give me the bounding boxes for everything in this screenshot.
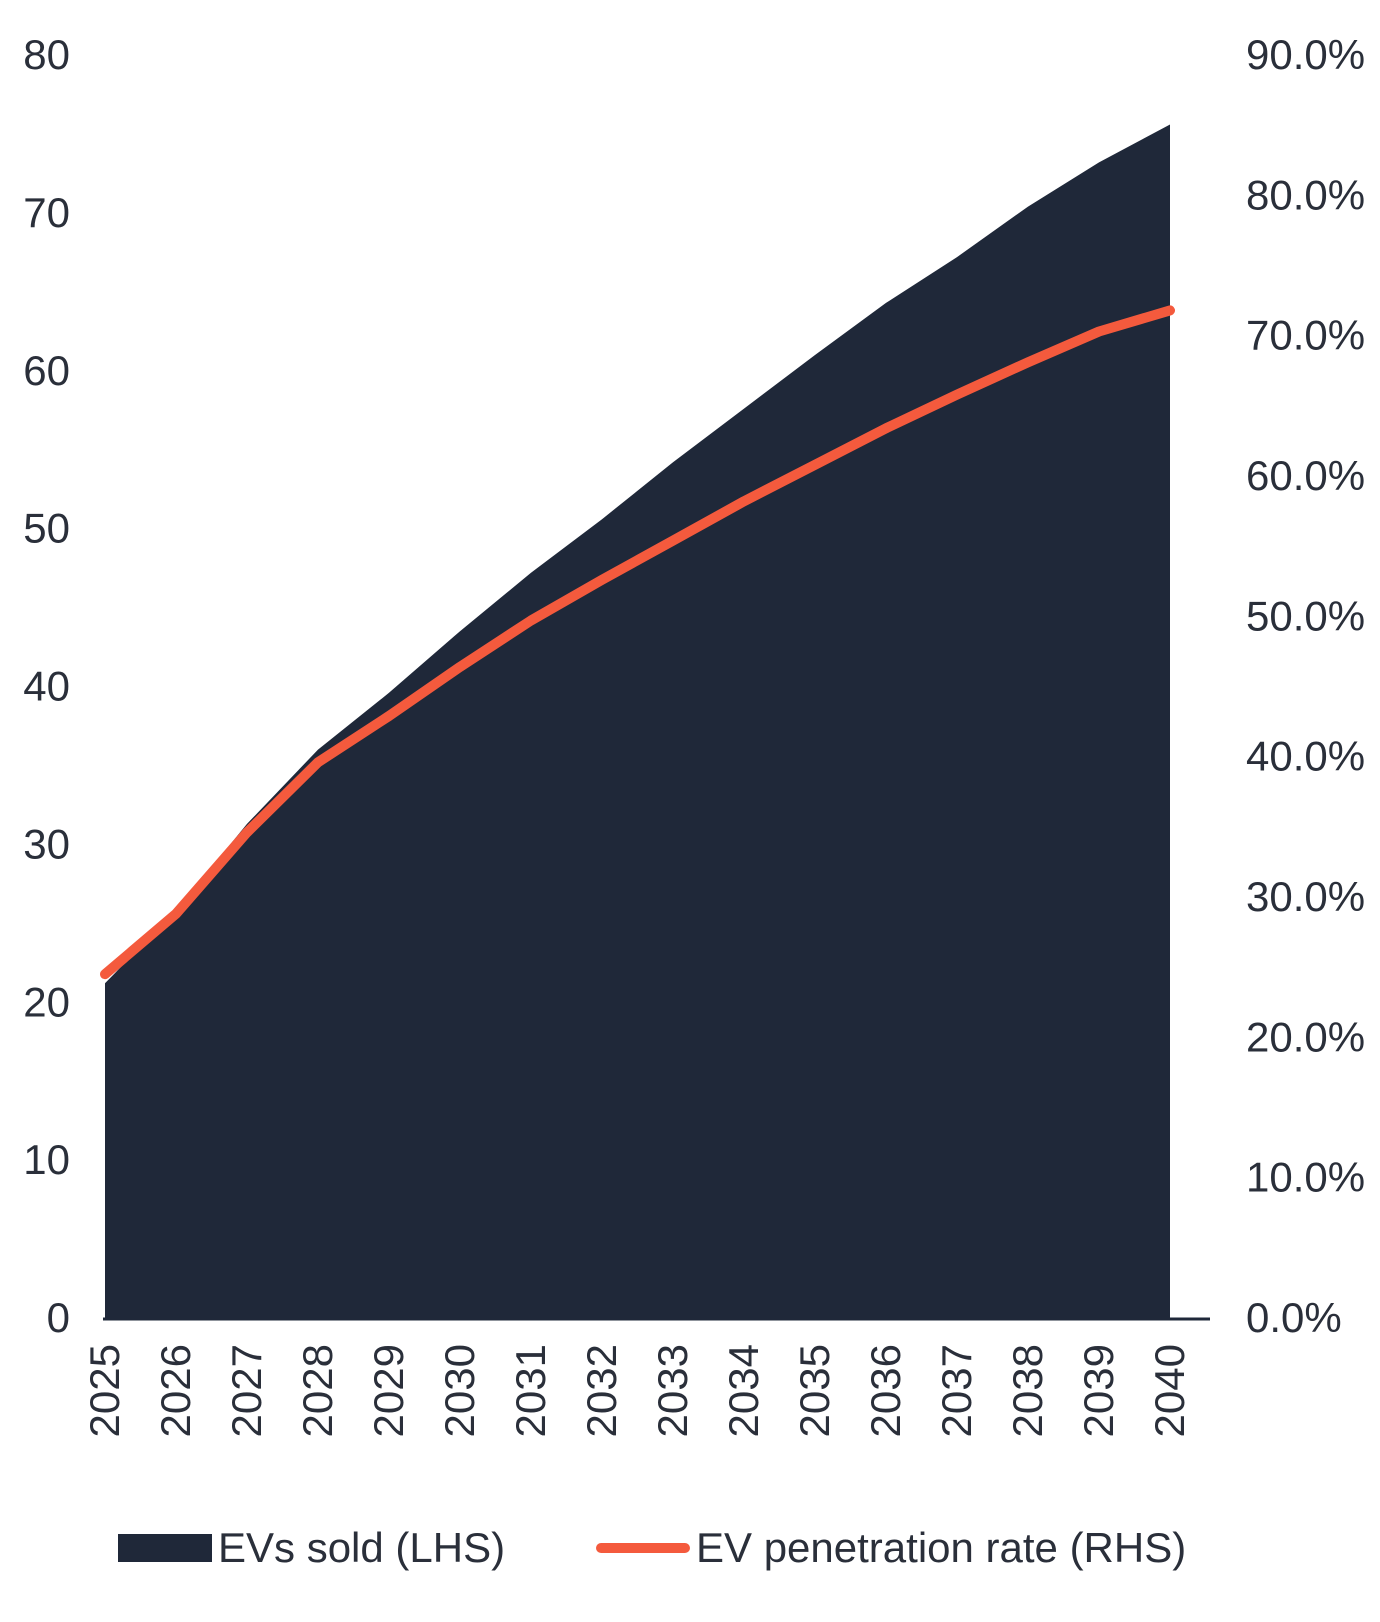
y-left-tick-label: 60	[23, 347, 70, 394]
x-tick-label: 2039	[1075, 1344, 1122, 1437]
x-tick-label: 2029	[365, 1344, 412, 1437]
x-tick-label: 2031	[507, 1344, 554, 1437]
legend-label-evs-sold: EVs sold (LHS)	[218, 1524, 506, 1571]
x-tick-label: 2037	[933, 1344, 980, 1437]
x-tick-label: 2040	[1146, 1344, 1193, 1437]
x-tick-label: 2026	[152, 1344, 199, 1437]
area-evs-sold	[105, 124, 1170, 1318]
x-tick-labels: 2025 2026 2027 2028 2029 2030 2031 2032 2033 2034…	[81, 1344, 1193, 1437]
area-layer	[105, 124, 1170, 1318]
y-left-tick-label: 20	[23, 978, 70, 1025]
y-left-tick-label: 50	[23, 505, 70, 552]
y-right-tick-label: 40.0%	[1246, 733, 1365, 780]
x-tick-label: 2030	[436, 1344, 483, 1437]
line-layer	[100, 305, 1175, 980]
legend-swatch-area	[118, 1534, 212, 1562]
x-tick-label: 2028	[294, 1344, 341, 1437]
x-tick-label: 2032	[578, 1344, 625, 1437]
y-right-tick-label: 50.0%	[1246, 592, 1365, 639]
legend-item-ev-penetration: EV penetration rate (RHS)	[596, 1518, 1186, 1578]
legend-swatch-line	[596, 1543, 690, 1553]
x-tick-label: 2033	[649, 1344, 696, 1437]
x-tick-label: 2034	[720, 1344, 767, 1437]
y-right-tick-labels: 0.0% 10.0% 20.0% 30.0% 40.0% 50.0% 60.0% 70.0% 8…	[1246, 31, 1365, 1341]
y-right-tick-label: 70.0%	[1246, 312, 1365, 359]
y-right-tick-label: 90.0%	[1246, 31, 1365, 78]
legend-item-evs-sold: EVs sold (LHS)	[118, 1518, 505, 1578]
y-left-tick-label: 10	[23, 1136, 70, 1183]
y-right-tick-label: 80.0%	[1246, 171, 1365, 218]
x-tick-label: 2025	[81, 1344, 128, 1437]
y-left-tick-label: 40	[23, 663, 70, 710]
y-right-tick-label: 60.0%	[1246, 452, 1365, 499]
x-tick-label: 2027	[223, 1344, 270, 1437]
y-left-tick-label: 30	[23, 820, 70, 867]
y-left-tick-labels: 0 10 20 30 40 50 60 70 80	[23, 31, 70, 1341]
y-right-tick-label: 30.0%	[1246, 873, 1365, 920]
y-left-tick-label: 0	[47, 1294, 70, 1341]
x-tick-label: 2035	[791, 1344, 838, 1437]
x-tick-label: 2038	[1004, 1344, 1051, 1437]
x-tick-label: 2036	[862, 1344, 909, 1437]
y-right-tick-label: 20.0%	[1246, 1013, 1365, 1060]
y-left-tick-label: 70	[23, 189, 70, 236]
y-right-tick-label: 10.0%	[1246, 1154, 1365, 1201]
legend-label-ev-penetration: EV penetration rate (RHS)	[696, 1524, 1187, 1571]
y-right-tick-label: 0.0%	[1246, 1294, 1342, 1341]
y-left-tick-label: 80	[23, 31, 70, 78]
line-ev-penetration-rate	[100, 305, 1175, 980]
legend: EVs sold (LHS) EV penetration rate (RHS)	[0, 1518, 1380, 1578]
